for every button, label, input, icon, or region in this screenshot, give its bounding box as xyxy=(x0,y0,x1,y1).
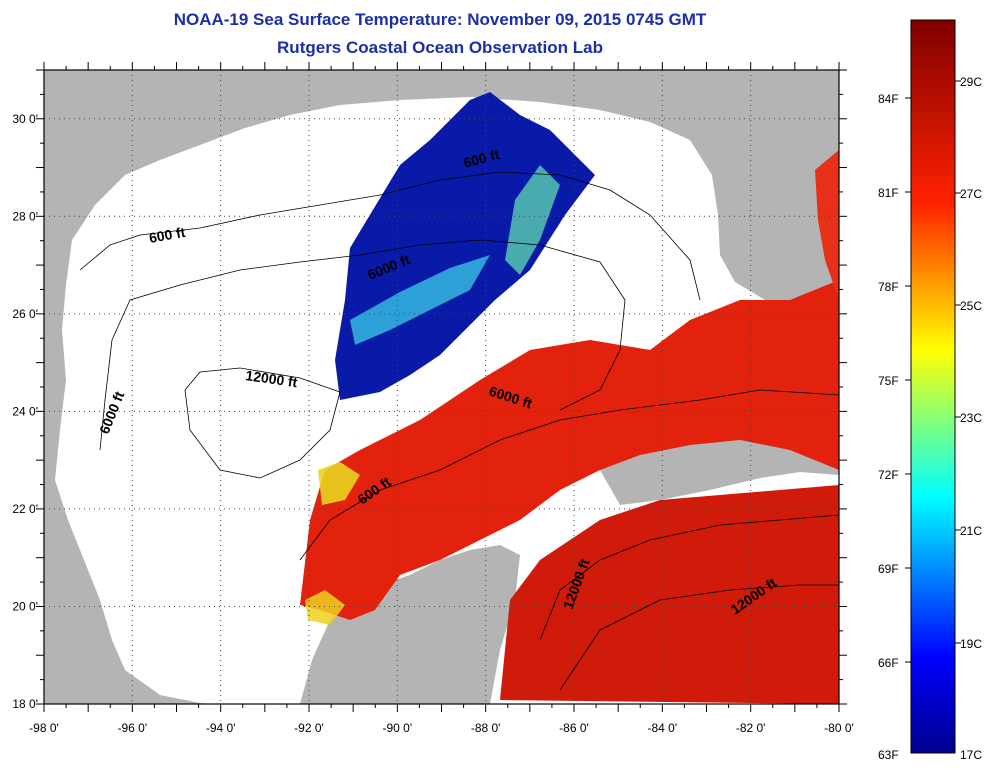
lat-tick-label: 24 0' xyxy=(12,404,38,418)
colorbar-c-label: 17C xyxy=(960,748,982,762)
colorbar-c-label: 19C xyxy=(960,637,982,651)
colorbar-c-label: 23C xyxy=(960,411,982,425)
lon-tick-label: -98 0' xyxy=(29,721,59,735)
cuba-land xyxy=(600,435,839,505)
sst-yellow-patch-2 xyxy=(305,590,345,625)
sst-warm-patch-2 xyxy=(500,485,839,704)
map-subtitle: Rutgers Coastal Ocean Observation Lab xyxy=(277,38,603,57)
colorbar-f-label: 75F xyxy=(878,374,899,388)
colorbar-f-label: 72F xyxy=(878,468,899,482)
lon-tick-label: -90 0' xyxy=(383,721,413,735)
colorbar-c-label: 25C xyxy=(960,299,982,313)
lon-tick-label: -86 0' xyxy=(559,721,589,735)
colorbar-fahrenheit-labels: 84F 81F 78F 75F 72F 69F 66F 63F xyxy=(878,92,899,762)
lon-tick-labels: -98 0' -96 0' -94 0' -92 0' -90 0' -88 0' -86 … xyxy=(29,721,854,735)
colorbar-c-label: 29C xyxy=(960,75,982,89)
colorbar-f-label: 66F xyxy=(878,656,899,670)
colorbar-ticks xyxy=(905,80,961,663)
lon-tick-label: -96 0' xyxy=(118,721,148,735)
lat-tick-label: 26 0' xyxy=(12,307,38,321)
contour-6000ft xyxy=(99,239,626,451)
depth-contours xyxy=(79,171,839,691)
colorbar-f-label: 69F xyxy=(878,562,899,576)
sst-yellow-patch xyxy=(318,462,360,505)
contour-12000ft xyxy=(184,367,341,479)
lat-tick-label: 30 0' xyxy=(12,112,38,126)
lat-tick-label: 28 0' xyxy=(12,209,38,223)
colorbar-f-label: 63F xyxy=(878,748,899,762)
sst-warm-patch xyxy=(300,280,839,620)
colorbar-f-label: 81F xyxy=(878,186,899,200)
colorbar-celsius-labels: 29C 27C 25C 23C 21C 19C 17C xyxy=(960,75,982,762)
lat-tick-label: 22 0' xyxy=(12,502,38,516)
colorbar-c-label: 27C xyxy=(960,187,982,201)
contour-south-600ft xyxy=(299,389,839,561)
sst-cool-streak-2 xyxy=(505,165,560,275)
lon-tick-label: -94 0' xyxy=(206,721,236,735)
contour-south-12000ft xyxy=(559,584,839,691)
colorbar xyxy=(910,19,956,754)
contour-600ft xyxy=(79,171,701,301)
lon-tick-label: -88 0' xyxy=(471,721,501,735)
contour-south-6000ft xyxy=(539,514,839,641)
colorbar-f-label: 84F xyxy=(878,92,899,106)
lat-tick-label: 20 0' xyxy=(12,599,38,613)
lon-tick-label: -92 0' xyxy=(294,721,324,735)
colorbar-f-label: 78F xyxy=(878,280,899,294)
yucatan-land xyxy=(300,545,520,704)
lon-tick-label: -84 0' xyxy=(648,721,678,735)
lat-tick-labels: 30 0' 28 0' 26 0' 24 0' 22 0' 20 0' 18 0' xyxy=(12,112,38,711)
sst-cool-streak xyxy=(350,255,490,345)
graticule xyxy=(44,70,839,704)
axis-ticks xyxy=(36,62,847,712)
colorbar-c-label: 21C xyxy=(960,524,982,538)
map-title: NOAA-19 Sea Surface Temperature: Novembe… xyxy=(173,10,707,29)
contour-label: 12000 ft xyxy=(245,367,299,390)
lon-tick-label: -80 0' xyxy=(824,721,854,735)
contour-label: 600 ft xyxy=(148,224,187,246)
lat-tick-label: 18 0' xyxy=(12,697,38,711)
sst-warm-patch-3 xyxy=(815,150,839,300)
lon-tick-label: -82 0' xyxy=(736,721,766,735)
